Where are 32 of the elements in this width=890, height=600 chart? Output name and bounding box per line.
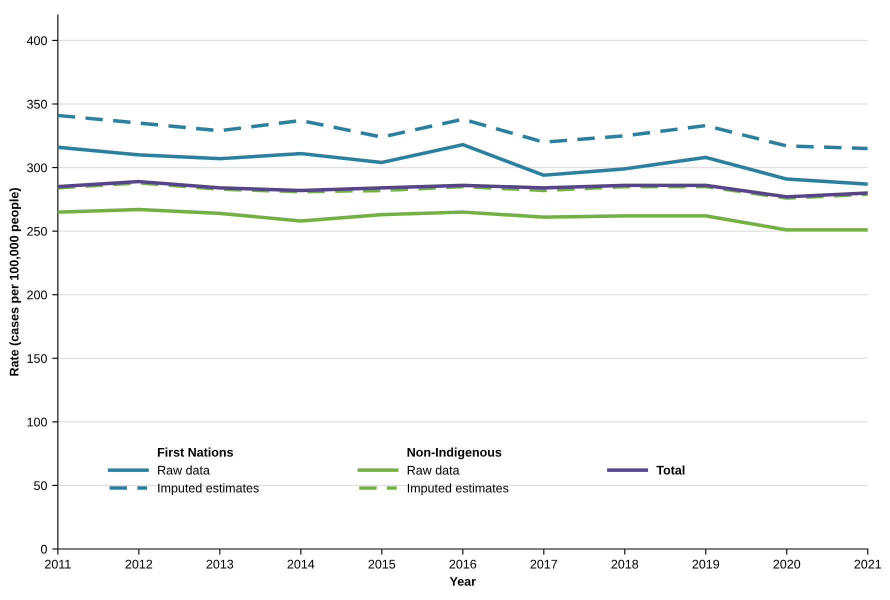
x-tick-label: 2014 bbox=[288, 560, 314, 569]
legend-label: Raw data bbox=[158, 465, 210, 475]
line-series bbox=[58, 208, 868, 232]
x-tick-label: 2016 bbox=[450, 560, 476, 569]
x-tick-label: 2013 bbox=[206, 560, 234, 569]
x-tick-label: 2019 bbox=[692, 560, 720, 569]
y-tick-label: 250 bbox=[27, 226, 47, 236]
x-tick-label: 2015 bbox=[368, 560, 396, 569]
legend-label: Raw data bbox=[408, 465, 460, 475]
x-tick-label: 2018 bbox=[612, 560, 638, 569]
y-tick-label: 300 bbox=[27, 163, 47, 172]
x-tick-label: 2012 bbox=[126, 560, 152, 569]
y-axis-title: Rate (cases per 100,000 people) bbox=[9, 188, 22, 376]
legend-label: Imputed estimates bbox=[408, 483, 508, 496]
x-tick-label: 2011 bbox=[45, 560, 71, 569]
y-tick-label: 200 bbox=[27, 290, 47, 300]
legend-label: Imputed estimates bbox=[158, 483, 259, 495]
line-series bbox=[58, 142, 868, 186]
x-tick-label: 2017 bbox=[530, 560, 558, 569]
x-tick-label: 2020 bbox=[773, 560, 800, 569]
y-tick-label: 100 bbox=[28, 418, 47, 427]
line-series bbox=[58, 114, 868, 150]
y-tick-label: 50 bbox=[34, 481, 47, 490]
annotation: Non-Indigenous bbox=[408, 448, 502, 460]
x-tick-label: 2021 bbox=[854, 560, 882, 569]
legend-label: Total bbox=[656, 465, 684, 475]
x-axis-title: Year bbox=[450, 577, 476, 586]
annotation: First Nations bbox=[158, 448, 233, 457]
y-tick-label: 150 bbox=[28, 354, 47, 363]
y-tick-label: 0 bbox=[40, 544, 47, 554]
y-tick-label: 350 bbox=[27, 100, 47, 109]
y-tick-label: 400 bbox=[26, 36, 47, 46]
